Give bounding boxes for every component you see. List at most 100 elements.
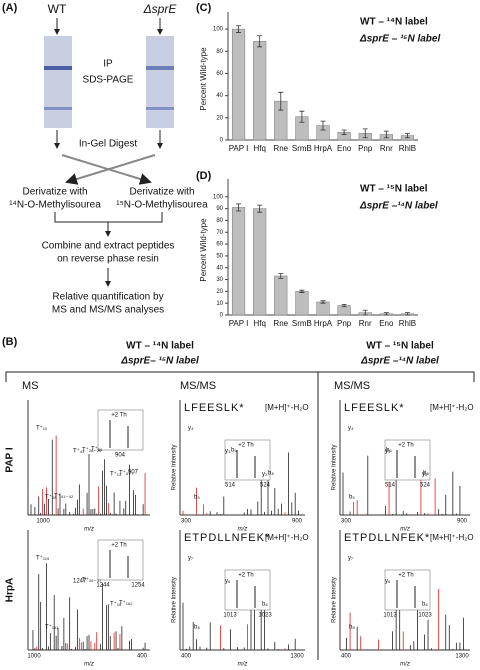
panel-label: (D) <box>196 170 212 182</box>
y-tick-label: 70 <box>216 230 223 236</box>
inset-tick: 1023 <box>258 613 272 619</box>
error-bar <box>383 130 389 139</box>
peptide: ETPDLLNFEK* <box>184 532 270 544</box>
row-label: PAP I <box>5 447 16 472</box>
x-tick-label: SrmB <box>292 144 312 153</box>
y-tick-label: 40 <box>216 93 223 99</box>
step-text: Combine and extract peptides <box>42 241 175 252</box>
error-bar <box>404 312 410 316</box>
annotation: WT – ¹⁴N label <box>360 17 428 28</box>
peak-label: 907 <box>128 470 139 476</box>
header: ΔsprE– ¹⁵N label <box>120 356 199 367</box>
x-tick-label: RhlB <box>399 319 416 328</box>
error-bar <box>257 35 263 48</box>
x-axis-title: m/z <box>400 662 410 668</box>
x-tick-label: HrpA <box>314 144 333 153</box>
header: WT – ¹⁵N label <box>366 341 434 352</box>
peak-label: y₇ <box>188 556 193 562</box>
y-axis-title: Percent Wild-type <box>199 47 208 111</box>
peak-label: y₄ <box>188 426 194 432</box>
x-tick-label: PAP I <box>229 144 249 153</box>
shift-label: +2 Th <box>398 443 413 449</box>
x-tick-label: Hfq <box>253 319 265 328</box>
y-tick-label: 90 <box>216 206 223 212</box>
shift-label: +2 Th <box>398 573 413 579</box>
error-bar <box>404 132 410 139</box>
y-tick-label: 0 <box>220 313 224 319</box>
inset-tick: 524 <box>260 483 271 489</box>
y-tick-label: 100 <box>213 27 224 33</box>
y-tick-label: 60 <box>216 71 223 77</box>
x-tick-label: 400 <box>181 654 192 660</box>
x-tick-label: Eno <box>337 144 352 153</box>
x-axis-title: m/z <box>238 527 248 533</box>
annotation: ΔsprE –¹⁴N label <box>359 201 438 212</box>
x-tick-label: PAP I <box>229 319 249 328</box>
gel-band <box>44 107 72 110</box>
peak-label: T⁺₂₈₋₂₉ <box>82 447 102 454</box>
inset <box>384 439 431 481</box>
x-tick-label: Pnp <box>358 144 373 153</box>
panel-label: (A) <box>2 2 18 14</box>
peak-label: T⁺₁₆ <box>110 601 122 608</box>
peak-label: y₆ <box>385 579 391 585</box>
deriv-text: ¹⁴N-O-Methylisourea <box>9 200 101 211</box>
arrow <box>65 154 156 185</box>
mutant-label: ΔsprE <box>143 2 178 16</box>
panel-label: (C) <box>196 2 212 14</box>
ion-label: [M+H]⁺-H₂O <box>430 403 474 412</box>
header: ΔsprE –¹⁴N label <box>360 356 439 367</box>
error-bar <box>320 120 326 131</box>
digest-text: In-Gel Digest <box>79 139 138 150</box>
step-text: on reverse phase resin <box>57 254 159 265</box>
y-axis-title: Relative Intensity <box>172 445 178 491</box>
panel-a: (A) WT ΔsprE IP SDS-PAGE In-Gel Digest D… <box>2 2 208 316</box>
peak-label: T⁺₂₈ <box>45 494 57 501</box>
peak-label: T⁺₆₋₇ <box>119 470 133 477</box>
y-axis-title: Relative Intensity <box>332 445 338 491</box>
y-axis-title: Percent Wild-type <box>199 218 208 282</box>
bar <box>295 291 309 316</box>
error-bar <box>278 273 284 279</box>
peak-label: b₈ <box>268 471 274 477</box>
error-bar <box>236 203 242 212</box>
error-bar <box>299 289 305 293</box>
y-tick-label: 20 <box>216 115 223 121</box>
gel-text: SDS-PAGE <box>83 75 134 86</box>
peak-label: b₈ <box>349 625 355 631</box>
peak-label: y₃ <box>225 449 231 455</box>
shift-label: +2 Th <box>238 443 253 449</box>
peptide: LFEESLK* <box>344 402 405 414</box>
deriv-text: Derivatize with <box>129 187 194 198</box>
bar <box>316 301 330 316</box>
peak-label: T⁺₁₆₂ <box>119 600 133 607</box>
bar <box>231 28 246 141</box>
gel-band <box>146 107 174 110</box>
x-axis-title: m/z <box>84 527 94 533</box>
y-tick-label: 50 <box>216 253 223 259</box>
error-bar <box>278 91 284 111</box>
x-tick-label: Rne <box>273 144 288 153</box>
inset-tick: 1013 <box>383 613 397 619</box>
arrow <box>61 154 152 185</box>
shift-label: +2 Th <box>238 573 253 579</box>
x-tick-label: 900 <box>457 519 468 525</box>
inset-tick: 904 <box>115 453 126 459</box>
error-bar <box>341 129 347 135</box>
peak-label: y₂ <box>422 472 428 478</box>
error-bar <box>383 312 389 316</box>
inset <box>224 569 271 611</box>
x-tick-label: RhlB <box>399 144 416 153</box>
inset-tick: 1023 <box>418 613 432 619</box>
bracket <box>5 371 475 660</box>
gel-band <box>44 66 72 70</box>
gel-text: IP <box>103 59 113 70</box>
peak-label: b₈ <box>423 471 429 477</box>
x-tick-label: HrpA <box>314 319 333 328</box>
x-tick-label: Rnr <box>359 319 372 328</box>
x-tick-label: Eno <box>379 319 394 328</box>
wt-label: WT <box>48 2 67 16</box>
peak-label: y₇ <box>348 556 353 562</box>
x-tick-label: SrmB <box>292 319 312 328</box>
x-tick-label: 1000 <box>27 654 41 660</box>
